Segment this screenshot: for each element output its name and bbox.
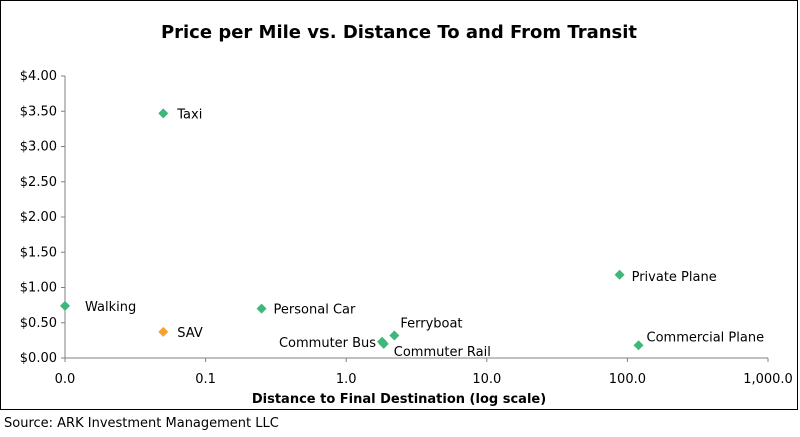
data-point xyxy=(389,330,400,341)
x-tick-label: 10.0 xyxy=(472,372,501,387)
y-tick-label: $3.50 xyxy=(20,104,57,119)
source-note: Source: ARK Investment Management LLC xyxy=(4,416,279,431)
y-tick-label: $0.50 xyxy=(20,316,57,331)
data-point xyxy=(158,108,169,119)
x-tick-label: 1.0 xyxy=(336,372,357,387)
x-axis-label: Distance to Final Destination (log scale… xyxy=(251,392,547,407)
x-tick-label: 0.0 xyxy=(55,372,76,387)
data-point xyxy=(256,303,267,314)
data-point-label: Commuter Rail xyxy=(394,345,491,360)
y-tick-label: $1.00 xyxy=(20,281,57,296)
y-tick-label: $3.00 xyxy=(20,140,57,155)
data-point xyxy=(378,338,389,349)
chart-frame xyxy=(0,0,798,410)
x-tick-label: 1,000.0 xyxy=(743,372,793,387)
chart-title: Price per Mile vs. Distance To and From … xyxy=(160,22,638,43)
y-tick-label: $1.50 xyxy=(20,245,57,260)
data-point-label: Commuter Bus xyxy=(279,336,376,351)
data-point-label: Personal Car xyxy=(274,303,356,318)
y-tick-label: $2.50 xyxy=(20,175,57,190)
data-point xyxy=(633,340,644,351)
data-point-label: Commercial Plane xyxy=(647,330,765,345)
data-point-label: Taxi xyxy=(176,107,202,122)
data-point-label: Private Plane xyxy=(632,270,717,285)
data-point xyxy=(60,300,70,311)
y-tick-label: $2.00 xyxy=(20,210,57,225)
x-tick-label: 100.0 xyxy=(609,372,646,387)
y-tick-label: $0.00 xyxy=(20,351,57,366)
data-point-label: Walking xyxy=(85,300,136,315)
data-point-label: SAV xyxy=(177,326,203,341)
x-tick-label: 0.1 xyxy=(195,372,216,387)
data-point-label: Ferryboat xyxy=(400,316,462,331)
data-point xyxy=(614,269,625,280)
data-point xyxy=(158,326,169,337)
y-tick-label: $4.00 xyxy=(20,69,57,84)
